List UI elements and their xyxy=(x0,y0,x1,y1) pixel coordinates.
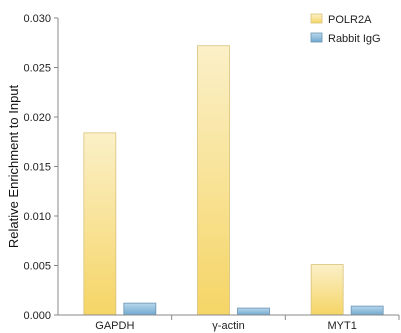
bar-polr2a-0 xyxy=(83,132,117,316)
x-axis-labels: GAPDH γ-actin MYT1 xyxy=(95,315,400,332)
legend-swatch xyxy=(310,32,323,43)
bars xyxy=(83,45,384,316)
x-tick-label: γ-actin xyxy=(212,320,244,332)
y-axis-title: Relative Enrichment to Input xyxy=(6,84,21,248)
legend-label: Rabbit IgG xyxy=(328,33,381,45)
y-tick-label: 0.000 xyxy=(23,310,51,322)
y-tick-label: 0.020 xyxy=(23,112,51,124)
bar-rabbit-igg-2 xyxy=(350,305,384,316)
y-tick-label: 0.025 xyxy=(23,63,51,75)
legend-swatch xyxy=(310,13,323,24)
bar-rabbit-igg-0 xyxy=(123,302,157,316)
legend-label: POLR2A xyxy=(328,14,372,26)
x-tick-label: GAPDH xyxy=(95,320,134,332)
y-tick-label: 0.030 xyxy=(23,13,51,25)
y-tick-label: 0.010 xyxy=(23,211,51,223)
y-tick-label: 0.015 xyxy=(23,162,51,174)
y-axis-ticks: 0.000 0.005 0.010 0.015 0.020 0.025 0.030 xyxy=(23,13,58,322)
x-tick-label: MYT1 xyxy=(327,320,356,332)
bar-polr2a-1 xyxy=(197,45,230,316)
bar-polr2a-2 xyxy=(310,264,344,316)
legend: POLR2A Rabbit IgG xyxy=(310,13,381,45)
y-tick-label: 0.005 xyxy=(23,261,51,273)
bar-rabbit-igg-1 xyxy=(237,307,270,316)
